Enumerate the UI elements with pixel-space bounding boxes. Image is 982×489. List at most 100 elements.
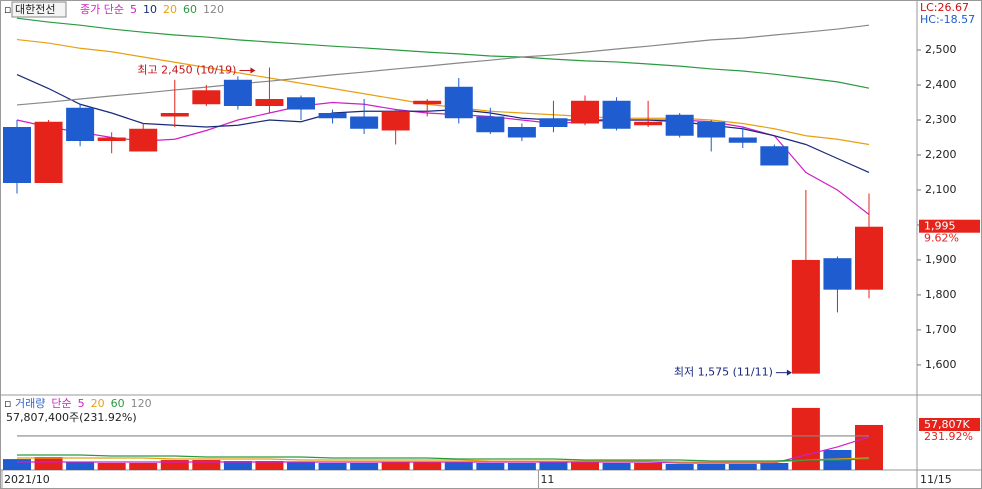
- lc-label: LC:26.67: [920, 1, 969, 14]
- note-arrowhead: [786, 369, 792, 376]
- ma-line: [16, 101, 870, 215]
- volume-ma-legend-item: 60: [111, 397, 125, 410]
- volume-bar: [539, 461, 568, 470]
- volume-bar: [318, 462, 347, 470]
- volume-bar: [3, 459, 31, 470]
- volume-bar: [255, 461, 284, 470]
- volume-bar: [287, 461, 315, 470]
- last-price-box: [919, 219, 980, 233]
- y-tick-label: 1,600: [925, 358, 957, 371]
- candle-body: [318, 113, 347, 119]
- candle-body: [823, 258, 852, 290]
- y-tick-label: 1,700: [925, 323, 957, 336]
- volume-legend: 거래량 단순 5 20 60 120: [15, 397, 152, 410]
- stock-name-box[interactable]: [11, 1, 67, 18]
- volume-bar: [634, 462, 663, 470]
- candle-body: [192, 90, 221, 105]
- volume-last-box-label: 57,807K: [924, 418, 970, 431]
- candle-body: [539, 118, 568, 128]
- volume-ma-legend-item: 20: [91, 397, 105, 410]
- volume-ma-items: 5 20 60 120: [78, 397, 152, 410]
- ma-legend-item: 60: [183, 3, 197, 16]
- candle-body: [381, 111, 410, 131]
- candle-body: [571, 100, 599, 124]
- candle-body: [697, 121, 726, 138]
- volume-bar: [160, 460, 189, 470]
- ma-line: [16, 17, 870, 89]
- candle-body: [350, 116, 379, 129]
- candle-body: [602, 100, 631, 129]
- candle-body: [34, 121, 63, 183]
- volume-ma-legend: 단순: [51, 397, 71, 410]
- candle-body: [66, 107, 95, 141]
- y-tick-label: 2,300: [925, 113, 957, 126]
- candle-body: [855, 226, 883, 290]
- ma-legend: 종가 단순 5 10 20 60 120: [80, 3, 224, 16]
- volume-last-value: 57,807,400주(231.92%): [6, 411, 137, 424]
- volume-bar: [507, 462, 536, 470]
- y-tick-label: 2,100: [925, 183, 957, 196]
- y-tick-label: 2,200: [925, 148, 957, 161]
- volume-bar: [66, 461, 95, 470]
- candle-body: [287, 97, 315, 110]
- hc-label: HC:-18.57: [920, 13, 975, 26]
- volume-bar: [602, 462, 631, 470]
- price-note: 최저 1,575 (11/11): [674, 366, 773, 379]
- volume-bar: [223, 461, 252, 470]
- candle-body: [97, 137, 126, 141]
- stock-name[interactable]: 대한전선: [15, 3, 55, 16]
- volume-bar: [34, 456, 63, 470]
- y-tick-label: 2,400: [925, 78, 957, 91]
- legend-marker: ▫: [4, 397, 11, 410]
- candle-body: [413, 100, 442, 105]
- candle-body: [444, 86, 473, 119]
- ma-legend-item: 20: [163, 3, 177, 16]
- candle-body: [507, 127, 536, 138]
- candle-body: [476, 116, 505, 133]
- volume-bar: [192, 460, 221, 470]
- ma-line: [17, 436, 870, 464]
- volume-bar: [413, 461, 442, 470]
- volume-ratio: 231.92%: [924, 430, 973, 443]
- ma-legend-item: 10: [143, 3, 157, 16]
- volume-ma-legend-item: 5: [78, 397, 85, 410]
- candle-body: [665, 114, 694, 136]
- last-price-label: 1,995: [924, 220, 956, 233]
- ma-line: [16, 73, 870, 174]
- volume-bar: [97, 462, 126, 470]
- volume-bar: [697, 464, 726, 470]
- volume-bar: [760, 462, 789, 470]
- x-tick-label: 11: [540, 473, 554, 486]
- ma-line: [17, 454, 870, 462]
- candle-body: [255, 99, 284, 107]
- candle-body: [223, 79, 252, 107]
- volume-bar: [476, 462, 505, 470]
- ma-line: [16, 24, 870, 106]
- current-date: 11/15: [920, 473, 952, 486]
- candle-body: [728, 137, 757, 143]
- legend-marker: ▫: [4, 3, 11, 16]
- y-tick-label: 1,800: [925, 288, 957, 301]
- y-tick-label: 1,900: [925, 253, 957, 266]
- candle-body: [3, 127, 31, 183]
- ma-legend-item: 120: [203, 3, 224, 16]
- volume-title: 거래량: [15, 397, 45, 410]
- y-tick-label: 2,500: [925, 43, 957, 56]
- candle-body: [760, 146, 789, 166]
- ma-line: [16, 38, 870, 146]
- price-note: 최고 2,450 (10/19): [137, 64, 236, 77]
- change-label: 9.62%: [924, 232, 959, 245]
- ma-legend-items: 5 10 20 60 120: [130, 3, 224, 16]
- volume-bar: [571, 461, 599, 470]
- ma-legend-item: 5: [130, 3, 137, 16]
- candle-body: [129, 128, 158, 152]
- volume-ma-legend-item: 120: [131, 397, 152, 410]
- volume-bar: [129, 462, 158, 470]
- volume-bar: [381, 461, 410, 470]
- candle-body: [160, 113, 189, 117]
- ma-line: [17, 457, 870, 463]
- candle-body: [634, 121, 663, 126]
- note-arrowhead: [250, 67, 256, 74]
